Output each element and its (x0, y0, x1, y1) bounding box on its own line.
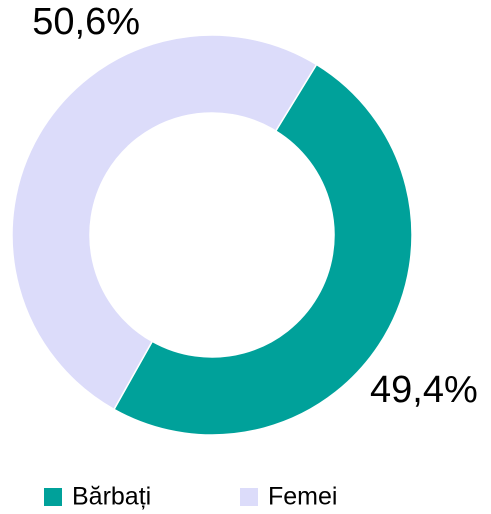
legend-label: Femei (268, 483, 337, 511)
value-label: 50,6% (32, 1, 140, 43)
legend-swatch (240, 488, 258, 506)
legend-label: Bărbați (72, 483, 151, 511)
legend-swatch (44, 488, 62, 506)
donut-segment (11, 34, 318, 411)
value-label: 49,4% (370, 369, 478, 411)
donut-segment (112, 63, 413, 436)
